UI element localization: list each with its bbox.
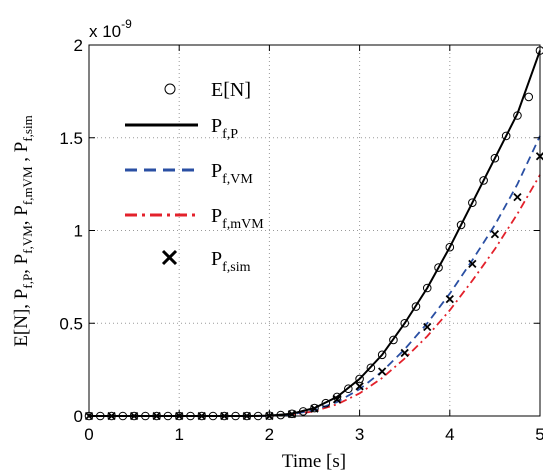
ticks — [88, 44, 541, 417]
legend-label-pf-sim: Pf,sim — [211, 248, 251, 275]
legend-label-pf-vm: Pf,VM — [211, 160, 253, 187]
data-point-p-f-sim — [423, 322, 432, 332]
data-point-e-n — [490, 153, 500, 163]
data-point-p-f-sim — [310, 404, 319, 413]
data-point-p-f-sim — [490, 230, 500, 239]
y-tick-label: 0.5 — [59, 314, 83, 333]
data-point-p-f-sim — [332, 395, 342, 404]
data-point-p-f-sim — [378, 367, 387, 376]
data-point-p-f-sim — [445, 294, 454, 304]
data-point-e-n — [310, 403, 319, 413]
tick-labels: 0 1 2 3 4 5 0 0.5 1 1.5 2 — [59, 36, 543, 444]
y-tick-label: 1 — [74, 222, 83, 241]
data-point-e-n — [377, 350, 387, 360]
y-tick-label: 0 — [74, 407, 83, 426]
data-point-e-n — [445, 242, 455, 252]
legend-marker-x — [161, 249, 178, 266]
legend-label-pf-p: Pf,P — [211, 115, 238, 142]
x-tick-label: 2 — [265, 425, 274, 444]
data-point-e-n — [321, 398, 331, 408]
series-line-p-f-mvm — [89, 174, 541, 417]
data-point-e-n — [524, 92, 534, 102]
y-tick-label: 1.5 — [59, 129, 83, 148]
data-point-e-n — [513, 111, 522, 120]
data-point-e-n — [366, 363, 376, 373]
data-point-e-n — [332, 392, 342, 402]
data-point-e-n — [468, 198, 477, 207]
data-point-e-n — [276, 410, 285, 420]
data-point-e-n — [422, 283, 432, 293]
x-tick-label: 4 — [445, 425, 454, 444]
legend-label-expected-n: E[N] — [211, 79, 251, 101]
y-axis-label: E[N], Pf,P, Pf,VM, Pf,mVM , Pf,sim — [11, 115, 35, 346]
y-tick-label: 2 — [74, 36, 83, 55]
data-point-e-n — [355, 374, 364, 384]
data-point-p-f-sim — [513, 192, 522, 202]
data-point-p-f-sim — [468, 259, 477, 269]
legend: E[N] Pf,P Pf,VM Pf,mVM Pf,sim — [125, 79, 264, 275]
data-point-e-n — [389, 335, 398, 345]
data-point-e-n — [298, 407, 308, 416]
data-point-e-n — [479, 176, 488, 185]
data-point-e-n — [400, 318, 410, 328]
data-point-e-n — [434, 263, 443, 272]
legend-marker-circle — [164, 83, 176, 95]
x-tick-label: 0 — [84, 425, 93, 444]
x-tick-label: 5 — [535, 425, 543, 444]
data-point-p-f-sim — [400, 348, 409, 358]
data-point-e-n — [501, 131, 511, 141]
y-multiplier: x 10-9 — [89, 17, 132, 41]
data-point-e-n — [344, 384, 353, 394]
x-axis-label: Time [s] — [282, 451, 346, 472]
legend-label-pf-mvm: Pf,mVM — [211, 205, 264, 232]
data-point-e-n — [456, 220, 466, 230]
data-point-e-n — [287, 409, 297, 419]
data-point-p-f-sim — [355, 382, 364, 391]
data-point-e-n — [411, 302, 421, 311]
x-tick-label: 3 — [355, 425, 364, 444]
x-tick-label: 1 — [174, 425, 183, 444]
